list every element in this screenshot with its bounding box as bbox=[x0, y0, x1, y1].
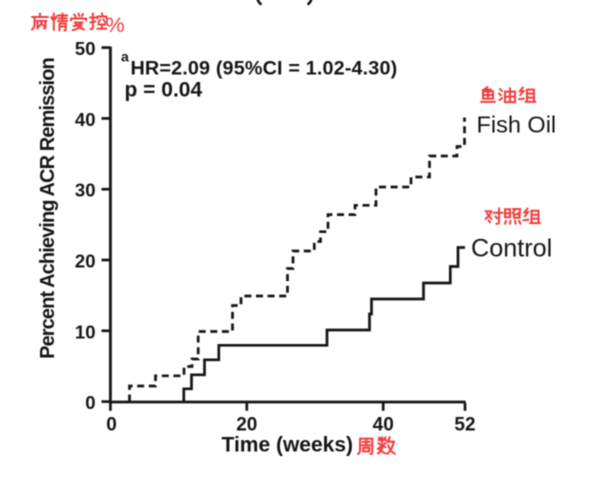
svg-text:Time (weeks): Time (weeks) bbox=[222, 433, 354, 456]
svg-text:a: a bbox=[121, 49, 129, 65]
svg-text:20: 20 bbox=[236, 414, 257, 435]
svg-text:0: 0 bbox=[85, 392, 95, 413]
svg-text:p = 0.04: p = 0.04 bbox=[125, 79, 203, 102]
svg-text:40: 40 bbox=[75, 109, 96, 130]
svg-text:52: 52 bbox=[454, 414, 475, 435]
svg-text:Control: Control bbox=[471, 235, 552, 263]
svg-text:%: % bbox=[106, 13, 125, 37]
svg-text:0: 0 bbox=[106, 414, 117, 435]
svg-text:50: 50 bbox=[75, 38, 96, 59]
svg-text:HR=2.09 (95%CI = 1.02-4.30): HR=2.09 (95%CI = 1.02-4.30) bbox=[131, 58, 398, 80]
svg-text:20: 20 bbox=[75, 251, 96, 272]
svg-text:40: 40 bbox=[373, 414, 394, 435]
svg-text:10: 10 bbox=[75, 321, 96, 342]
svg-text:Percent Achieving ACR Remissio: Percent Achieving ACR Remission bbox=[37, 58, 59, 359]
svg-text:Fish Oil: Fish Oil bbox=[477, 111, 557, 137]
svg-text:30: 30 bbox=[75, 180, 96, 201]
